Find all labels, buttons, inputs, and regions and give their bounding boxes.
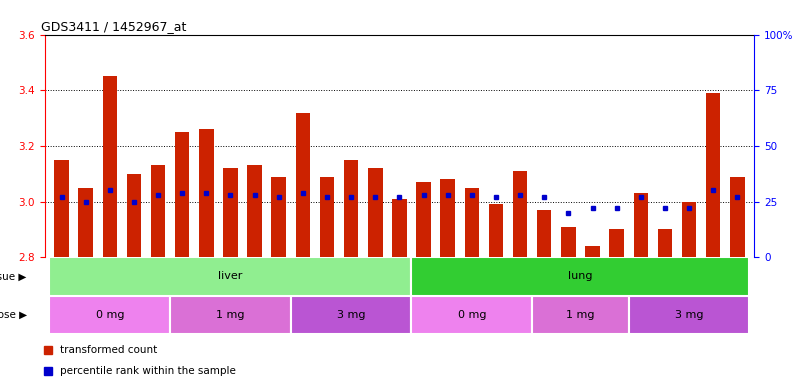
Text: 3 mg: 3 mg (337, 310, 366, 320)
Bar (411, 257, 749, 296)
Bar (247, 166, 262, 257)
Bar (344, 160, 358, 257)
Text: 1 mg: 1 mg (566, 310, 594, 320)
Bar (440, 179, 455, 257)
Bar (175, 132, 190, 257)
Bar (532, 296, 629, 334)
Bar (272, 177, 286, 257)
Text: lung: lung (569, 271, 593, 281)
Bar (416, 182, 431, 257)
Bar (513, 171, 527, 257)
Bar (368, 168, 383, 257)
Text: percentile rank within the sample: percentile rank within the sample (60, 366, 236, 376)
Text: 0 mg: 0 mg (457, 310, 486, 320)
Bar (609, 229, 624, 257)
Bar (633, 193, 648, 257)
Text: liver: liver (218, 271, 242, 281)
Bar (682, 202, 697, 257)
Bar (465, 188, 479, 257)
Bar (658, 229, 672, 257)
Bar (127, 174, 141, 257)
Bar (296, 113, 310, 257)
Text: dose ▶: dose ▶ (0, 310, 27, 320)
Bar (102, 76, 117, 257)
Bar (223, 168, 238, 257)
Bar (49, 296, 170, 334)
Text: 0 mg: 0 mg (96, 310, 124, 320)
Bar (489, 204, 503, 257)
Bar (629, 296, 749, 334)
Bar (54, 160, 69, 257)
Bar (151, 166, 165, 257)
Text: 3 mg: 3 mg (675, 310, 703, 320)
Bar (393, 199, 406, 257)
Bar (49, 257, 411, 296)
Bar (537, 210, 551, 257)
Bar (170, 296, 291, 334)
Bar (586, 246, 600, 257)
Bar (730, 177, 744, 257)
Bar (291, 296, 411, 334)
Text: transformed count: transformed count (60, 345, 157, 355)
Bar (320, 177, 334, 257)
Bar (199, 129, 213, 257)
Text: GDS3411 / 1452967_at: GDS3411 / 1452967_at (41, 20, 187, 33)
Text: tissue ▶: tissue ▶ (0, 271, 27, 281)
Bar (411, 296, 532, 334)
Bar (706, 93, 720, 257)
Text: 1 mg: 1 mg (217, 310, 245, 320)
Bar (561, 227, 576, 257)
Bar (79, 188, 93, 257)
